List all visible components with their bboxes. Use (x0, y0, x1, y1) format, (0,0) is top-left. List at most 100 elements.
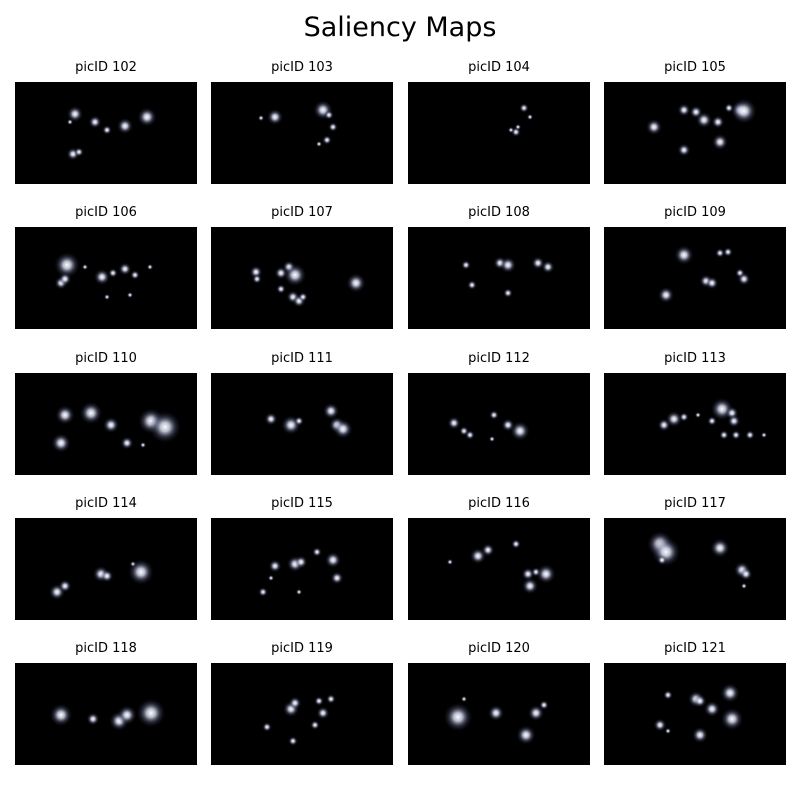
saliency-hotspot (679, 412, 689, 422)
saliency-hotspot (461, 260, 471, 270)
panel-label: picID 115 (271, 496, 333, 511)
panel-label: picID 118 (75, 641, 137, 656)
saliency-hotspot (120, 436, 134, 450)
saliency-hotspot (94, 269, 110, 285)
saliency-hotspot (258, 587, 268, 597)
saliency-panel: picID 105 (604, 60, 786, 184)
saliency-hotspot (705, 276, 719, 290)
saliency-panel: picID 102 (15, 60, 197, 184)
saliency-hotspot (55, 405, 75, 425)
saliency-hotspot (707, 416, 717, 426)
saliency-hotspot (531, 256, 545, 270)
saliency-panel: picID 119 (211, 641, 393, 765)
panel-label: picID 113 (664, 351, 726, 366)
saliency-panel: picID 116 (408, 496, 590, 620)
saliency-hotspot (315, 140, 323, 148)
saliency-map-image (15, 663, 197, 765)
saliency-hotspot (264, 412, 278, 426)
saliency-hotspot (288, 736, 298, 746)
saliency-hotspot (79, 401, 103, 425)
saliency-map-image (408, 82, 590, 184)
saliency-hotspot (519, 103, 529, 113)
saliency-hotspot (117, 705, 137, 725)
saliency-hotspot (294, 416, 304, 426)
saliency-hotspot (503, 288, 513, 298)
saliency-hotspot (663, 690, 673, 700)
saliency-hotspot (103, 293, 111, 301)
saliency-hotspot (130, 270, 140, 280)
saliency-hotspot (128, 559, 154, 585)
saliency-map-image (408, 373, 590, 475)
saliency-hotspot (465, 430, 475, 440)
panel-label: picID 117 (664, 496, 726, 511)
saliency-hotspot (500, 257, 516, 273)
saliency-hotspot (268, 559, 282, 573)
saliency-hotspot (86, 712, 100, 726)
saliency-map-image (604, 518, 786, 620)
saliency-hotspot (267, 109, 283, 125)
saliency-hotspot (511, 539, 521, 549)
panel-label: picID 121 (664, 641, 726, 656)
saliency-panel: picID 109 (604, 205, 786, 329)
saliency-hotspot (54, 252, 80, 278)
saliency-hotspot (510, 421, 530, 441)
saliency-hotspot (314, 696, 324, 706)
saliency-hotspot (262, 722, 272, 732)
saliency-panel: picID 110 (15, 351, 197, 475)
saliency-map-image (408, 518, 590, 620)
saliency-hotspot (737, 272, 751, 286)
saliency-hotspot (646, 119, 662, 135)
saliency-hotspot (710, 538, 730, 558)
saliency-hotspot (328, 122, 338, 132)
saliency-hotspot (325, 552, 341, 568)
saliency-hotspot (310, 720, 320, 730)
saliency-hotspot (488, 435, 496, 443)
saliency-hotspot (276, 284, 286, 294)
saliency-hotspot (288, 696, 302, 710)
saliency-hotspot (514, 123, 522, 131)
saliency-hotspot (58, 579, 72, 593)
saliency-hotspot (712, 134, 728, 150)
saliency-hotspot (67, 106, 83, 122)
saliency-hotspot (49, 703, 73, 727)
panel-label: picID 110 (75, 351, 137, 366)
panel-label: picID 104 (468, 60, 530, 75)
saliency-hotspot (488, 705, 504, 721)
saliency-panel: picID 107 (211, 205, 393, 329)
saliency-map-image (604, 227, 786, 329)
panel-label: picID 106 (75, 205, 137, 220)
saliency-hotspot (103, 417, 119, 433)
saliency-hotspot (326, 694, 336, 704)
saliency-hotspot (136, 698, 166, 728)
saliency-hotspot (81, 263, 89, 271)
saliency-hotspot (330, 571, 344, 585)
saliency-panel: picID 121 (604, 641, 786, 765)
saliency-hotspot (295, 588, 303, 596)
saliency-hotspot (333, 419, 353, 439)
saliency-hotspot (460, 695, 468, 703)
saliency-hotspot (693, 694, 707, 708)
saliency-hotspot (137, 107, 157, 127)
saliency-panel: picID 120 (408, 641, 590, 765)
saliency-hotspot (257, 114, 265, 122)
saliency-panel: picID 117 (604, 496, 786, 620)
saliency-hotspot (516, 725, 536, 745)
saliency-panel: picID 115 (211, 496, 393, 620)
saliency-hotspot (507, 126, 515, 134)
saliency-map-image (211, 82, 393, 184)
saliency-hotspot (267, 574, 275, 582)
saliency-hotspot (745, 430, 755, 440)
saliency-map-image (15, 518, 197, 620)
saliency-hotspot (658, 287, 674, 303)
saliency-panel: picID 112 (408, 351, 590, 475)
saliency-hotspot (312, 547, 322, 557)
saliency-hotspot (720, 683, 740, 703)
saliency-hotspot (108, 268, 118, 278)
saliency-hotspot (294, 555, 308, 569)
saliency-hotspot (674, 245, 694, 265)
saliency-hotspot (719, 430, 729, 440)
saliency-hotspot (481, 543, 495, 557)
saliency-hotspot (323, 403, 339, 419)
saliency-hotspot (704, 701, 720, 717)
saliency-hotspot (541, 260, 555, 274)
